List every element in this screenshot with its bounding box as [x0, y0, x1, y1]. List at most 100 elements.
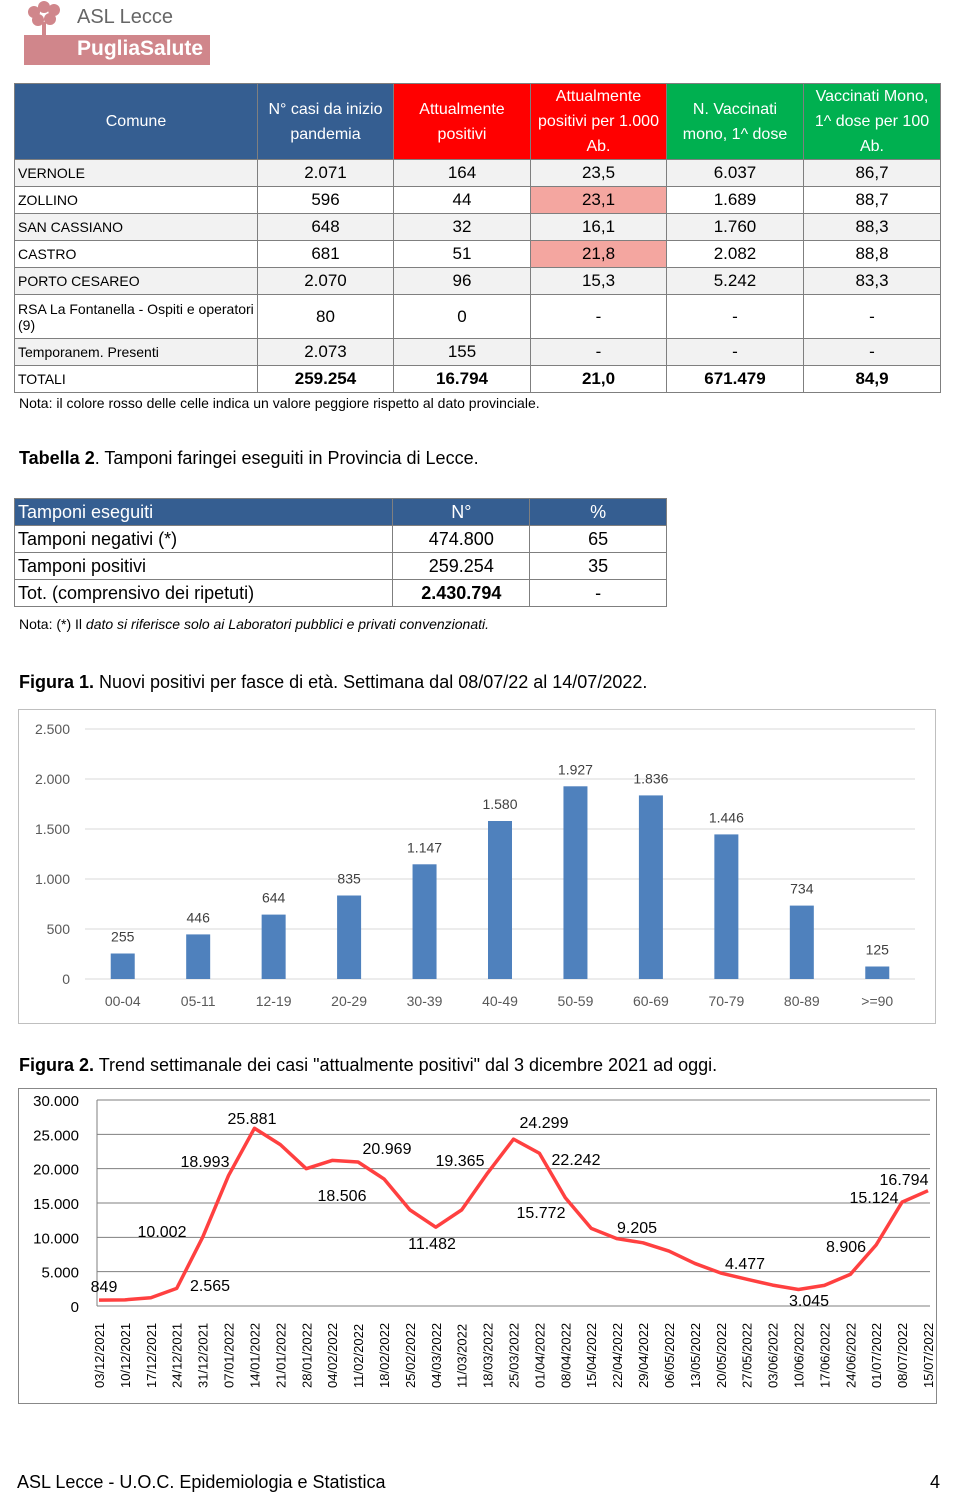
- x-tick-label: 24/06/2022: [843, 1323, 858, 1388]
- cell-value: 83,3: [803, 267, 941, 295]
- header-comune: Comune: [14, 83, 258, 160]
- cell-value: 671.479: [666, 365, 804, 393]
- x-tick-label: 22/04/2022: [610, 1323, 625, 1388]
- cell-value: 6.037: [666, 159, 804, 187]
- x-tick-label: 15/04/2022: [584, 1323, 599, 1388]
- data-label: 4.477: [725, 1256, 765, 1273]
- x-tick-label: 17/12/2021: [144, 1323, 159, 1388]
- x-tick-label: 27/05/2022: [740, 1323, 755, 1388]
- y-tick-label: 500: [47, 921, 71, 937]
- bar: [186, 934, 211, 979]
- cell-value: 259.254: [257, 365, 394, 393]
- x-tick-label: 08/04/2022: [558, 1323, 573, 1388]
- data-label: 1.927: [558, 761, 593, 777]
- data-label: 20.969: [363, 1141, 412, 1158]
- data-label: 25.881: [228, 1111, 277, 1128]
- y-tick-label: 10.000: [33, 1230, 79, 1247]
- y-tick-label: 20.000: [33, 1162, 79, 1179]
- table2-note: Nota: (*) Il dato si riferisce solo ai L…: [19, 616, 490, 632]
- x-tick-label: 31/12/2021: [196, 1323, 211, 1388]
- bar: [412, 864, 437, 979]
- tree-icon: [28, 1, 60, 38]
- table-row: VERNOLE 2.071 164 23,5 6.037 86,7: [14, 159, 941, 187]
- cell-value: 5.242: [666, 267, 804, 295]
- data-label: 18.506: [318, 1188, 367, 1205]
- cell-value: 80: [257, 294, 394, 339]
- x-tick-label: 00-04: [105, 993, 141, 1009]
- header-vaccinati-100: Vaccinati Mono, 1^ dose per 100 Ab.: [803, 83, 941, 160]
- table-row: CASTRO 681 51 21,8 2.082 88,8: [14, 240, 941, 268]
- data-label: 1.836: [633, 770, 668, 786]
- cell-value: 23,1: [530, 186, 667, 214]
- cell-value: 681: [257, 240, 394, 268]
- cell-value: -: [666, 338, 804, 366]
- bar: [714, 834, 739, 979]
- series-line: [98, 1126, 929, 1302]
- header-casi: N° casi da inizio pandemia: [257, 83, 394, 160]
- table2-title: Tabella 2. Tamponi faringei eseguiti in …: [19, 448, 479, 468]
- bar: [789, 905, 814, 979]
- header-n: N°: [392, 498, 531, 526]
- header-pct: %: [529, 498, 667, 526]
- cell-value: 16,1: [530, 213, 667, 241]
- cell-comune: VERNOLE: [14, 159, 258, 187]
- bar: [563, 786, 588, 979]
- cell: -: [529, 579, 667, 607]
- data-label: 3.045: [789, 1293, 829, 1310]
- x-tick-label: 17/06/2022: [817, 1323, 832, 1388]
- table-row: Temporanem. Presenti 2.073 155- - -: [14, 338, 941, 366]
- logo-org: ASL Lecce: [77, 6, 173, 28]
- y-tick-label: 15.000: [33, 1196, 79, 1213]
- cell-value: 86,7: [803, 159, 941, 187]
- x-tick-label: 12-19: [256, 993, 292, 1009]
- header-tamponi: Tamponi eseguiti: [13, 498, 394, 526]
- y-tick-label: 2.000: [35, 771, 70, 787]
- cell-value: 84,9: [803, 365, 941, 393]
- header-positivi: Attualmente positivi: [393, 83, 531, 160]
- logo: ASL Lecce PugliaSalute: [22, 0, 210, 66]
- table-row: PORTO CESAREO 2.070 96 15,3 5.242 83,3: [14, 267, 941, 295]
- x-tick-label: 10/12/2021: [118, 1323, 133, 1388]
- x-tick-label: 18/03/2022: [481, 1323, 496, 1388]
- y-tick-label: 1.000: [35, 871, 70, 887]
- fig1-title: Figura 1. Nuovi positivi per fasce di et…: [19, 672, 648, 692]
- cell-value: -: [666, 294, 804, 339]
- data-label: 849: [91, 1279, 118, 1296]
- data-label: 446: [187, 909, 211, 925]
- y-tick-label: 5.000: [41, 1265, 79, 1282]
- x-tick-label: 05-11: [181, 993, 216, 1009]
- cell-comune: TOTALI: [14, 365, 258, 393]
- cell: 2.430.794: [392, 579, 531, 607]
- logo-brand: PugliaSalute: [77, 37, 204, 60]
- cell-value: 23,5: [530, 159, 667, 187]
- cell-value: -: [530, 294, 667, 339]
- x-tick-label: 70-79: [708, 993, 744, 1009]
- header-vaccinati: N. Vaccinati mono, 1^ dose: [666, 83, 804, 160]
- x-tick-label: >=90: [861, 993, 893, 1009]
- table-row: RSA La Fontanella - Ospiti e operatori (…: [14, 294, 941, 339]
- x-tick-label: 03/06/2022: [766, 1323, 781, 1388]
- footer-left: ASL Lecce - U.O.C. Epidemiologia e Stati…: [17, 1472, 386, 1492]
- y-tick-label: 2.500: [35, 721, 70, 737]
- x-tick-label: 18/02/2022: [377, 1323, 392, 1388]
- cell-comune: Temporanem. Presenti: [14, 338, 258, 366]
- y-tick-label: 30.000: [33, 1093, 79, 1110]
- cell-comune: ZOLLINO: [14, 186, 258, 214]
- x-tick-label: 60-69: [633, 993, 669, 1009]
- data-label: 18.993: [181, 1154, 230, 1171]
- cell-value: 16.794: [393, 365, 531, 393]
- x-tick-label: 04/02/2022: [325, 1323, 340, 1388]
- x-tick-label: 13/05/2022: [688, 1323, 703, 1388]
- x-tick-label: 50-59: [558, 993, 594, 1009]
- bar: [638, 795, 663, 979]
- data-label: 15.772: [517, 1205, 566, 1222]
- data-label: 24.299: [520, 1115, 569, 1132]
- x-tick-label: 40-49: [482, 993, 518, 1009]
- x-tick-label: 14/01/2022: [247, 1323, 262, 1388]
- table-row: ZOLLINO 596 44 23,1 1.689 88,7: [14, 186, 941, 214]
- x-tick-label: 01/04/2022: [532, 1323, 547, 1388]
- data-label: 2.565: [190, 1278, 230, 1295]
- data-label: 1.147: [407, 839, 442, 855]
